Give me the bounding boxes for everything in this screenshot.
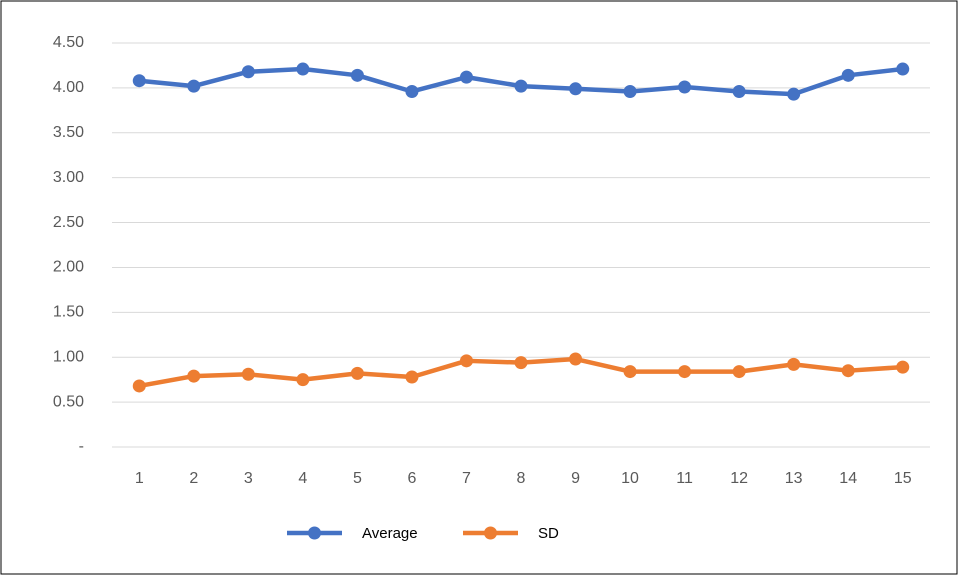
x-tick-label: 11	[676, 470, 693, 487]
data-point	[241, 65, 255, 79]
x-tick-label: 2	[189, 470, 198, 487]
data-point	[787, 87, 801, 101]
data-point	[132, 74, 146, 88]
data-point	[350, 366, 364, 380]
data-point	[514, 79, 528, 93]
x-tick-label: 3	[244, 470, 253, 487]
x-tick-label: 12	[730, 470, 748, 487]
data-point	[296, 373, 310, 387]
y-tick-label: 2.50	[53, 214, 84, 231]
legend-label: Average	[362, 525, 418, 542]
x-tick-label: 7	[462, 470, 471, 487]
data-point	[678, 365, 692, 379]
data-point	[241, 367, 255, 381]
y-tick-label: -	[79, 438, 84, 455]
x-tick-label: 13	[785, 470, 803, 487]
legend-marker	[484, 526, 497, 540]
y-tick-label: 1.50	[53, 304, 84, 321]
x-tick-label: 5	[353, 470, 362, 487]
data-point	[350, 68, 364, 82]
data-point	[459, 70, 473, 84]
data-point	[514, 356, 528, 370]
x-tick-label: 10	[621, 470, 639, 487]
y-tick-label: 1.00	[53, 348, 84, 365]
x-tick-label: 4	[298, 470, 307, 487]
legend-marker	[308, 526, 321, 540]
data-point	[896, 360, 910, 374]
data-point	[132, 379, 146, 393]
legend-label: SD	[538, 525, 559, 542]
x-tick-label: 15	[894, 470, 912, 487]
data-point	[678, 80, 692, 94]
data-point	[896, 62, 910, 76]
data-point	[841, 364, 855, 378]
x-tick-label: 8	[517, 470, 526, 487]
data-point	[623, 84, 637, 98]
y-tick-label: 0.50	[53, 393, 84, 410]
data-point	[623, 365, 637, 379]
y-tick-label: 3.00	[53, 169, 84, 186]
data-point	[296, 62, 310, 76]
x-tick-label: 6	[407, 470, 416, 487]
data-point	[569, 82, 583, 96]
data-point	[405, 370, 419, 384]
y-tick-label: 4.50	[53, 34, 84, 51]
y-tick-label: 3.50	[53, 124, 84, 141]
y-tick-label: 4.00	[53, 79, 84, 96]
x-tick-label: 9	[571, 470, 580, 487]
data-point	[787, 357, 801, 371]
x-tick-label: 14	[839, 470, 857, 487]
data-point	[841, 68, 855, 82]
data-point	[405, 84, 419, 98]
data-point	[569, 352, 583, 366]
data-point	[187, 369, 201, 383]
data-point	[459, 354, 473, 368]
y-tick-label: 2.00	[53, 259, 84, 276]
data-point	[732, 84, 746, 98]
data-point	[732, 365, 746, 379]
data-point	[187, 79, 201, 93]
x-tick-label: 1	[135, 470, 144, 487]
